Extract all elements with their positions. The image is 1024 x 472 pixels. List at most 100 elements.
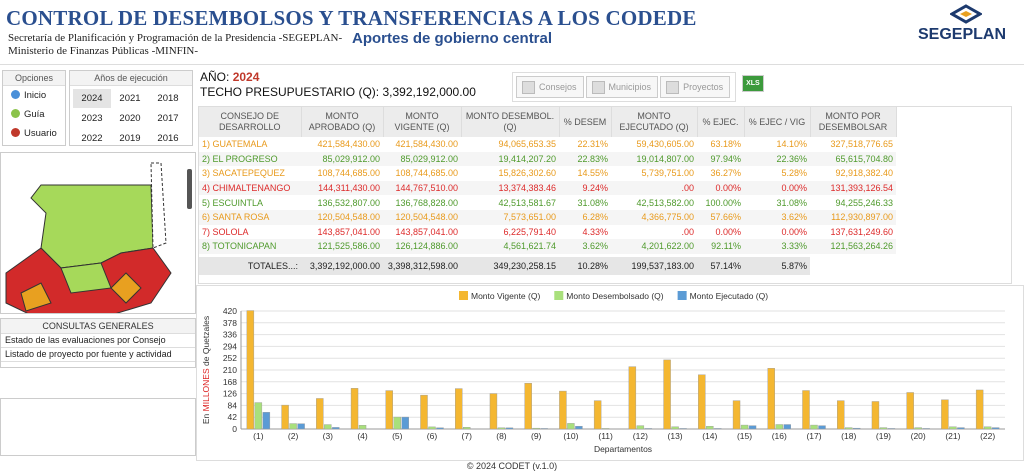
- bar: [906, 392, 914, 430]
- year-button[interactable]: 2017: [157, 113, 179, 124]
- table-cell: 92,918,382.40: [835, 168, 893, 179]
- year-button[interactable]: 2016: [157, 133, 179, 144]
- x-tick-label: (3): [323, 431, 334, 441]
- bar: [914, 427, 922, 430]
- table-cell: 31.08%: [577, 197, 608, 208]
- subtitle: Secretaría de Planificación y Programaci…: [8, 32, 343, 44]
- table-cell: 6.28%: [559, 209, 611, 225]
- table-row: 3) SACATEPEQUEZ 108,744,685.00 108,744,685…: [199, 166, 896, 181]
- bar: [845, 427, 853, 430]
- ceiling-label: TECHO PRESUPUESTARIO (Q):: [200, 85, 380, 99]
- toolbar: Consejos Municipios Proyectos XLS: [512, 72, 764, 102]
- year: 2024: [232, 70, 260, 84]
- bar: [957, 427, 965, 430]
- x-tick-label: (16): [772, 431, 787, 441]
- column-header: MONTO APROBADO (Q): [301, 107, 384, 137]
- consulta-link[interactable]: Estado de las evaluaciones por Consejo: [1, 334, 195, 348]
- years-panel: Años de ejecución 2024 2021 2018 2023 2020 20…: [69, 70, 193, 146]
- year-button[interactable]: 2020: [119, 113, 141, 124]
- data-table: CONSEJO DE DESARROLLO MONTO APROBADO (Q) M…: [199, 107, 897, 254]
- table-cell: 136,532,807.00: [317, 197, 380, 208]
- button-group: Consejos Municipios Proyectos: [512, 72, 737, 102]
- bar: [524, 383, 532, 430]
- option-label: Guía: [24, 109, 45, 120]
- consulta-link[interactable]: Listado de proyecto por fuente y activid…: [1, 348, 195, 362]
- table-cell: 143,857,041.00: [395, 226, 458, 237]
- export-button[interactable]: XLS: [742, 75, 764, 92]
- table-cell: 0.00%: [697, 180, 744, 196]
- table-cell: 42,513,581.67: [498, 197, 556, 208]
- table-cell: 120,504,548.00: [301, 209, 383, 225]
- table-row: 5) ESCUINTLA 136,532,807.00 136,768,828.00…: [199, 195, 896, 210]
- legend-label: Monto Desembolsado (Q): [566, 291, 663, 301]
- table-cell: 85,029,912.00: [301, 151, 383, 167]
- year-button[interactable]: 2023: [81, 113, 103, 124]
- toolbar-button[interactable]: Municipios: [585, 76, 659, 98]
- year-button[interactable]: 2019: [119, 133, 141, 144]
- table-cell: 120,504,548.00: [383, 209, 461, 225]
- toolbar-button[interactable]: Proyectos: [660, 76, 731, 98]
- bar: [644, 428, 653, 430]
- bar: [983, 426, 992, 430]
- table-cell: 0.00%: [744, 180, 810, 196]
- year-button[interactable]: 2021: [119, 93, 141, 104]
- bar: [289, 423, 297, 430]
- total-cell: 3,398,312,598.00: [383, 257, 461, 275]
- year-button[interactable]: 2018: [157, 93, 179, 104]
- table-row: 4) CHIMALTENANGO 144,311,430.00 144,767,51…: [199, 180, 896, 196]
- legend-label: Monto Ejecutado (Q): [690, 291, 769, 301]
- table-cell: 136,768,828.00: [395, 197, 458, 208]
- bar: [887, 428, 896, 430]
- table-cell: 42,513,582.00: [636, 197, 694, 208]
- table-cell: 3.62%: [744, 209, 810, 225]
- scrollbar: [1011, 153, 1012, 193]
- bar: [775, 424, 783, 430]
- table-cell: 4,201,622.00: [611, 239, 697, 254]
- bar: [332, 427, 340, 430]
- y-axis-label: En MILLONES de Quetzales: [201, 316, 211, 424]
- table-cell: 131,393,126.54: [810, 180, 896, 196]
- bar: [497, 427, 506, 430]
- table-cell: 14.10%: [776, 139, 807, 150]
- column-header: MONTO DESEMBOL. (Q): [461, 107, 560, 137]
- consultas-panel: CONSULTAS GENERALES Estado de las evalua…: [0, 318, 196, 368]
- table-cell: 4,366,775.00: [611, 209, 697, 225]
- y-tick-label: 378: [223, 318, 237, 328]
- table-cell: 143,857,041.00: [317, 226, 380, 237]
- table-cell: 112,930,897.00: [810, 209, 896, 225]
- bar: [532, 427, 540, 430]
- x-tick-label: (1): [253, 431, 264, 441]
- toolbar-button[interactable]: Consejos: [516, 76, 584, 98]
- bar: [358, 425, 367, 430]
- table-panel: CONSEJO DE DESARROLLO MONTO APROBADO (Q) M…: [198, 106, 1012, 284]
- option[interactable]: Guía: [3, 105, 65, 124]
- total-cell: TOTALES...:: [199, 257, 301, 275]
- total-cell: 199,537,183.00: [611, 257, 697, 275]
- column-header: MONTO POR DESEMBOLSAR: [810, 107, 897, 137]
- total-cell: 5.87%: [744, 257, 810, 275]
- table-cell: 36.27%: [710, 168, 741, 179]
- year-button[interactable]: 2024: [73, 89, 111, 108]
- column-header: % DESEM: [559, 107, 612, 137]
- year-button[interactable]: 2022: [81, 133, 103, 144]
- table-cell: 421,584,430.00: [317, 139, 380, 150]
- bar: [853, 427, 861, 430]
- x-tick-label: (18): [841, 431, 856, 441]
- y-tick-label: 294: [223, 341, 237, 351]
- table-cell: 2) EL PROGRESO: [199, 151, 301, 167]
- table-cell: 6) SANTA ROSA: [199, 209, 301, 225]
- x-tick-label: (8): [496, 431, 507, 441]
- option[interactable]: Usuario: [3, 124, 65, 143]
- table-cell: 5.28%: [781, 168, 807, 179]
- table-cell: 126,124,886.00: [383, 239, 461, 254]
- footer: © 2024 CODET (v.1.0): [466, 461, 558, 471]
- bar: [281, 404, 289, 430]
- bar: [420, 394, 428, 430]
- x-tick-label: (19): [876, 431, 891, 441]
- x-tick-label: (20): [911, 431, 926, 441]
- option[interactable]: Inicio: [3, 86, 65, 105]
- table-cell: 7,573,651.00: [461, 209, 559, 225]
- year-label: AÑO:: [200, 70, 230, 84]
- option-label: Inicio: [24, 90, 47, 101]
- tagline: Aportes de gobierno central: [352, 30, 553, 47]
